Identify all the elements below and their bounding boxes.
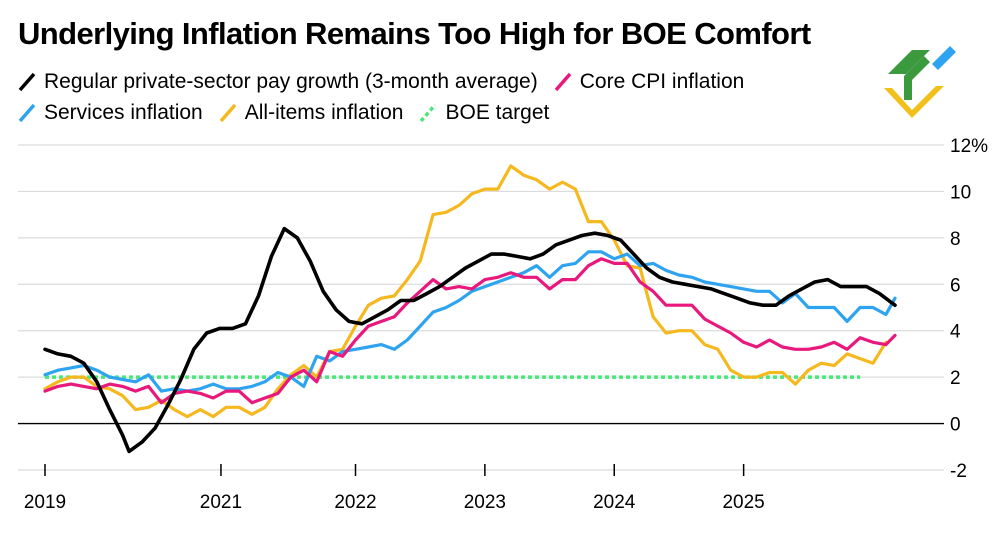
- x-tick-label: 2022: [334, 492, 376, 513]
- legend-core-cpi-label: Core CPI inflation: [579, 69, 745, 93]
- x-tick-label: 2023: [464, 492, 506, 513]
- legend-services: Services inflation: [18, 101, 203, 125]
- chart-legend: Regular private-sector pay growth (3-mon…: [18, 66, 898, 128]
- y-tick-label: 4: [950, 322, 961, 343]
- series-line-regular-private-sector-pay-growth-3-month-average: [43, 226, 897, 454]
- y-tick-label: 0: [950, 415, 961, 436]
- legend-all-items-swatch: [219, 103, 237, 122]
- brand-logo-icon: [884, 46, 956, 118]
- logo-blue-shape: [932, 46, 956, 70]
- legend-pay-growth: Regular private-sector pay growth (3-mon…: [18, 70, 538, 94]
- legend-row: Regular private-sector pay growth (3-mon…: [18, 66, 898, 97]
- y-tick-label: 10: [950, 182, 971, 203]
- y-tick-label: 8: [950, 229, 961, 250]
- legend-core-cpi-swatch: [554, 72, 572, 91]
- legend-all-items-label: All-items inflation: [244, 100, 404, 124]
- legend-row: Services inflation All-items inflation BOE…: [18, 97, 898, 128]
- legend-services-swatch: [18, 103, 36, 122]
- logo-green-stem: [904, 56, 930, 100]
- chart-title: Underlying Inflation Remains Too High fo…: [18, 16, 811, 51]
- x-tick-label: 2025: [722, 492, 764, 513]
- legend-boe-target-swatch: [420, 103, 437, 122]
- y-tick-label: 12%: [950, 136, 988, 157]
- y-tick-label: -2: [950, 461, 967, 482]
- legend-all-items: All-items inflation: [219, 100, 404, 125]
- legend-pay-growth-swatch: [18, 72, 36, 91]
- y-tick-label: 6: [950, 275, 961, 296]
- legend-boe-target-label: BOE target: [445, 100, 550, 124]
- logo-green-shape: [888, 50, 930, 74]
- logo-yellow-shape: [884, 86, 944, 118]
- x-tick-label: 2021: [200, 492, 242, 513]
- series-line-services-inflation: [43, 250, 897, 393]
- legend-pay-growth-label: Regular private-sector pay growth (3-mon…: [44, 69, 538, 93]
- y-tick-label: 2: [950, 368, 961, 389]
- legend-boe-target: BOE target: [419, 101, 549, 125]
- series-line-all-items-inflation: [43, 164, 888, 419]
- x-tick-label: 2019: [24, 492, 66, 513]
- legend-services-label: Services inflation: [44, 100, 203, 124]
- series-line-core-cpi-inflation: [43, 257, 897, 405]
- legend-core-cpi: Core CPI inflation: [554, 69, 745, 94]
- x-tick-label: 2024: [593, 492, 636, 513]
